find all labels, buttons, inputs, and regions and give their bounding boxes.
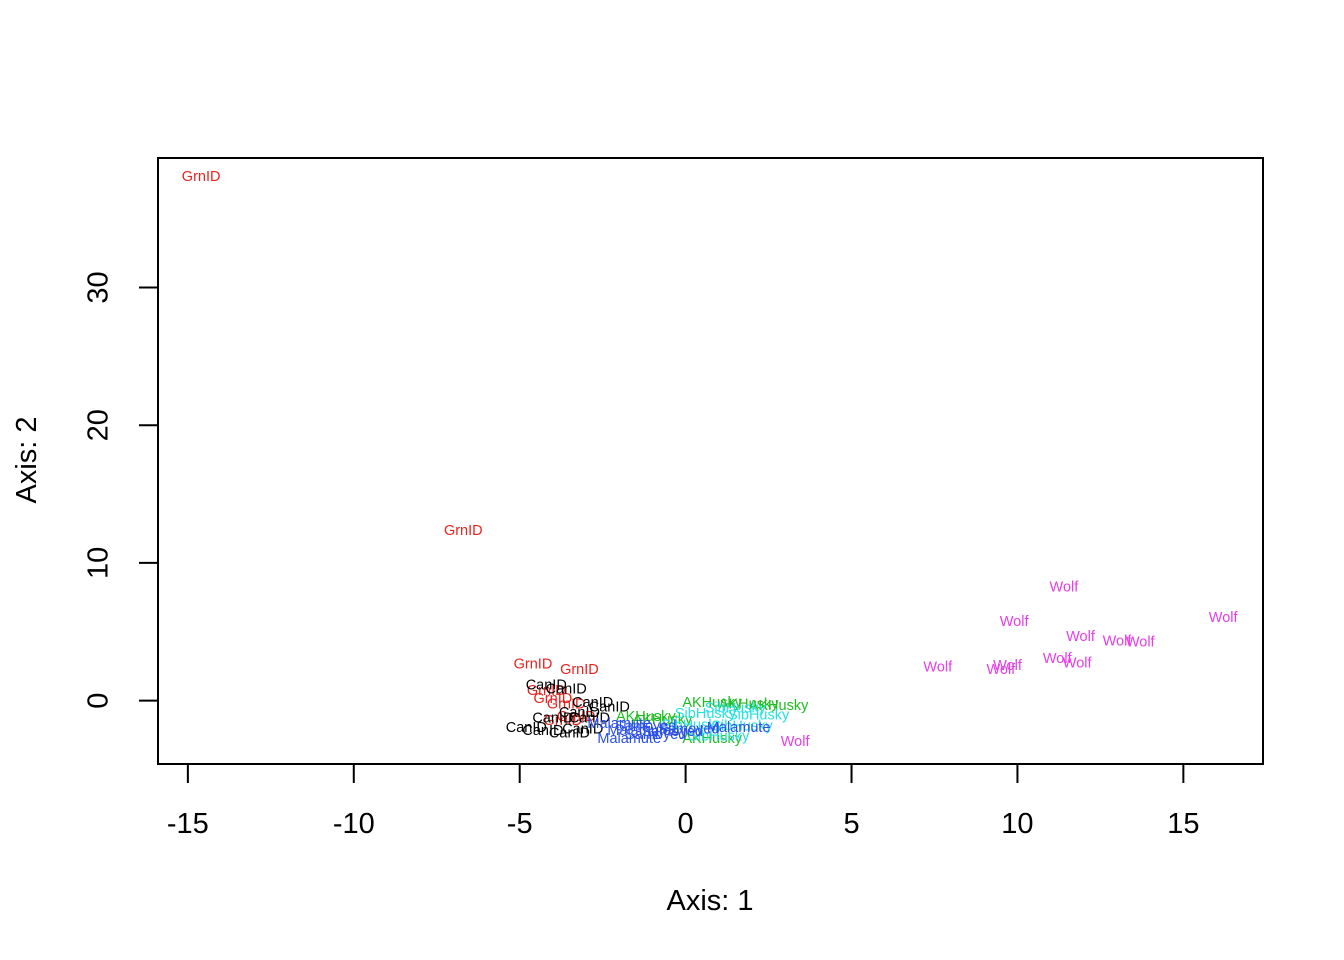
y-tick-label: 0 (83, 693, 115, 709)
point-label-grnid: GrnID (444, 523, 483, 539)
x-tick-label: -5 (507, 808, 533, 840)
point-label-malamute: Malamute (597, 731, 661, 747)
point-label-wolf: Wolf (993, 658, 1023, 674)
point-label-sibhusky: SibHusky (675, 706, 737, 722)
point-label-canid: CanID (559, 705, 600, 721)
point-label-canid: CanID (546, 681, 587, 697)
y-axis-title: Axis: 2 (11, 416, 43, 503)
point-label-wolf: Wolf (923, 659, 953, 675)
point-label-akhusky: AKHusky (682, 731, 742, 747)
point-label-samoyed: Samoyed (658, 721, 719, 737)
x-tick-label: 0 (678, 808, 694, 840)
point-label-wolf: Wolf (781, 734, 811, 750)
x-tick-label: -10 (333, 808, 375, 840)
y-tick-label: 10 (83, 547, 115, 579)
point-label-wolf: Wolf (1063, 655, 1093, 671)
y-tick-label: 30 (83, 271, 115, 303)
point-label-grnid: GrnID (534, 691, 573, 707)
point-label-samoyed: Samoyed (615, 719, 676, 735)
point-label-canid: CanID (532, 710, 573, 726)
point-label-wolf: Wolf (1050, 580, 1080, 596)
x-tick-label: 15 (1167, 808, 1199, 840)
x-axis-title: Axis: 1 (666, 885, 753, 917)
point-label-wolf: Wolf (1043, 651, 1073, 667)
point-label-grnid: GrnID (547, 697, 586, 713)
point-label-akhusky: AKHusky (749, 698, 809, 714)
point-label-grnid: GrnID (543, 713, 582, 729)
point-label-wolf: Wolf (1000, 614, 1030, 630)
point-label-canid: CanID (526, 677, 567, 693)
point-label-akhusky: AKHusky (616, 709, 676, 725)
point-label-canid: CanID (522, 723, 563, 739)
point-label-akhusky: AKHusky (682, 695, 742, 711)
point-label-wolf: Wolf (1126, 635, 1156, 651)
point-label-wolf: Wolf (986, 662, 1016, 678)
point-label-canid: CanID (562, 721, 603, 737)
point-label-grnid: GrnID (557, 709, 596, 725)
point-label-samoyed: Samoyed (642, 724, 703, 740)
x-tick-label: 5 (843, 808, 859, 840)
x-tick-label: -15 (167, 808, 209, 840)
point-label-akhusky: AKHusky (633, 712, 693, 728)
point-label-sibhusky: SibHusky (728, 708, 790, 724)
point-label-canid: CanID (506, 720, 547, 736)
point-label-canid: CanID (569, 710, 610, 726)
point-label-grnid: GrnID (560, 662, 599, 678)
point-label-sibhusky: SibHusky (688, 728, 750, 744)
point-label-wolf: Wolf (1103, 633, 1133, 649)
y-axis: 0 10 20 30 (83, 271, 159, 709)
point-label-grnid: GrnID (514, 657, 553, 673)
point-label-samoyed: Samoyed (625, 727, 686, 743)
point-label-sibhusky: SibHusky (711, 719, 773, 735)
point-label-akhusky: AKHusky (719, 697, 779, 713)
point-label-grnid: GrnID (182, 169, 221, 185)
point-label-malamute: Malamute (587, 716, 651, 732)
x-tick-label: 10 (1001, 808, 1033, 840)
point-label-canid: CanID (549, 726, 590, 742)
point-label-canid: CanID (572, 695, 613, 711)
point-label-wolf: Wolf (1209, 610, 1239, 626)
point-label-sibhusky: SibHusky (705, 701, 767, 717)
point-label-grnid: GrnID (527, 683, 566, 699)
y-tick-label: 20 (83, 409, 115, 441)
point-label-malamute: Malamute (607, 723, 671, 739)
point-label-canid: CanID (589, 699, 630, 715)
point-label-sibhusky: SibHusky (662, 717, 724, 733)
point-label-malamute: Malamute (707, 720, 771, 736)
point-label-wolf: Wolf (1066, 629, 1096, 645)
x-axis: -15 -10 -5 0 5 10 15 (167, 763, 1199, 840)
